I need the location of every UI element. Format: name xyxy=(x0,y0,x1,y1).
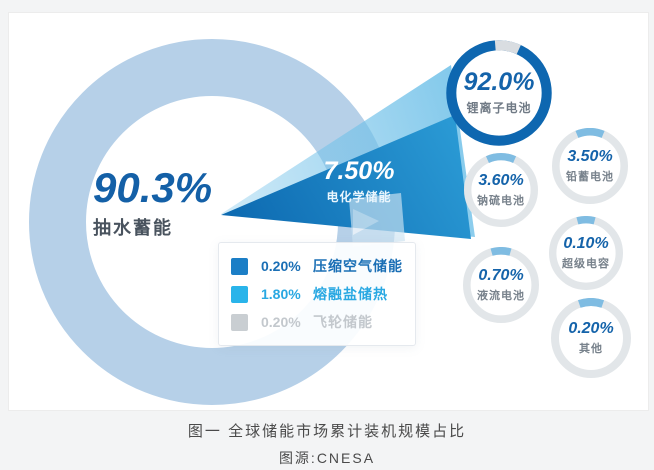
molten-salt-percent: 1.80% xyxy=(261,286,301,302)
other-percent: 0.20% xyxy=(568,319,614,337)
lithium-ion-ring xyxy=(446,40,552,146)
flow-battery-ring xyxy=(463,247,539,323)
watermark-bolt-icon xyxy=(349,193,405,247)
supercapacitor-ring xyxy=(549,216,623,290)
storage-market-figure: 90.3% 抽水蓄能 7.50% 电化学储能 0.20% 压缩空气储能 1.80… xyxy=(8,12,649,411)
flywheel-percent: 0.20% xyxy=(261,314,301,330)
sodium-sulfur-percent: 3.60% xyxy=(478,171,524,189)
compressed-air-label: 压缩空气储能 xyxy=(313,258,403,274)
other-label: 其他 xyxy=(579,342,603,355)
figure-source: 图源:CNESA xyxy=(278,450,376,466)
electrochemical-wedge xyxy=(221,115,471,239)
molten-salt-label: 熔融盐储热 xyxy=(313,286,388,302)
legend-row-flywheel: 0.20% 飞轮储能 xyxy=(231,312,415,332)
flow-battery-percent: 0.70% xyxy=(478,266,524,284)
electrochemical-stat: 7.50% 电化学储能 xyxy=(307,157,411,205)
mini-donut-supercapacitor: 0.10% 超级电容 xyxy=(549,216,623,290)
lead-acid-ring xyxy=(552,128,628,204)
compressed-air-swatch-icon xyxy=(231,257,248,275)
pumped-hydro-percent: 90.3% xyxy=(93,164,213,211)
lead-acid-label: 铅蓄电池 xyxy=(566,170,614,183)
molten-salt-swatch-icon xyxy=(231,285,248,303)
lithium-ion-percent: 92.0% xyxy=(463,68,535,96)
other-ring xyxy=(551,298,631,378)
legend-row-molten-salt: 1.80% 熔融盐储热 xyxy=(231,284,415,304)
mini-donut-flow-battery: 0.70% 液流电池 xyxy=(463,247,539,323)
flow-battery-label: 液流电池 xyxy=(477,289,525,302)
composition-canvas xyxy=(29,39,475,405)
mini-donut-lithium-ion: 92.0% 锂离子电池 xyxy=(446,40,552,146)
supercapacitor-label: 超级电容 xyxy=(562,257,610,270)
figure-caption: 图一 全球储能市场累计装机规模占比 xyxy=(187,423,467,440)
flywheel-swatch-icon xyxy=(231,313,248,331)
pumped-hydro-stat: 90.3% 抽水蓄能 xyxy=(93,164,263,240)
lithium-ion-label: 锂离子电池 xyxy=(466,101,532,115)
legend-box: 0.20% 压缩空气储能 1.80% 熔融盐储热 0.20% 飞轮储能 xyxy=(218,242,416,346)
mini-donut-other: 0.20% 其他 xyxy=(551,298,631,378)
legend-row-compressed-air: 0.20% 压缩空气储能 xyxy=(231,256,415,276)
compressed-air-percent: 0.20% xyxy=(261,258,301,274)
mini-donut-sodium-sulfur: 3.60% 钠硫电池 xyxy=(464,153,538,227)
lead-acid-percent: 3.50% xyxy=(567,147,613,165)
electrochemical-percent: 7.50% xyxy=(323,157,395,185)
electrochemical-label: 电化学储能 xyxy=(326,189,392,204)
sodium-sulfur-label: 钠硫电池 xyxy=(477,194,525,207)
sodium-sulfur-ring xyxy=(464,153,538,227)
flywheel-label: 飞轮储能 xyxy=(313,314,373,330)
supercapacitor-percent: 0.10% xyxy=(563,234,609,252)
pumped-hydro-label: 抽水蓄能 xyxy=(93,218,173,239)
mini-donut-lead-acid: 3.50% 铅蓄电池 xyxy=(552,128,628,204)
